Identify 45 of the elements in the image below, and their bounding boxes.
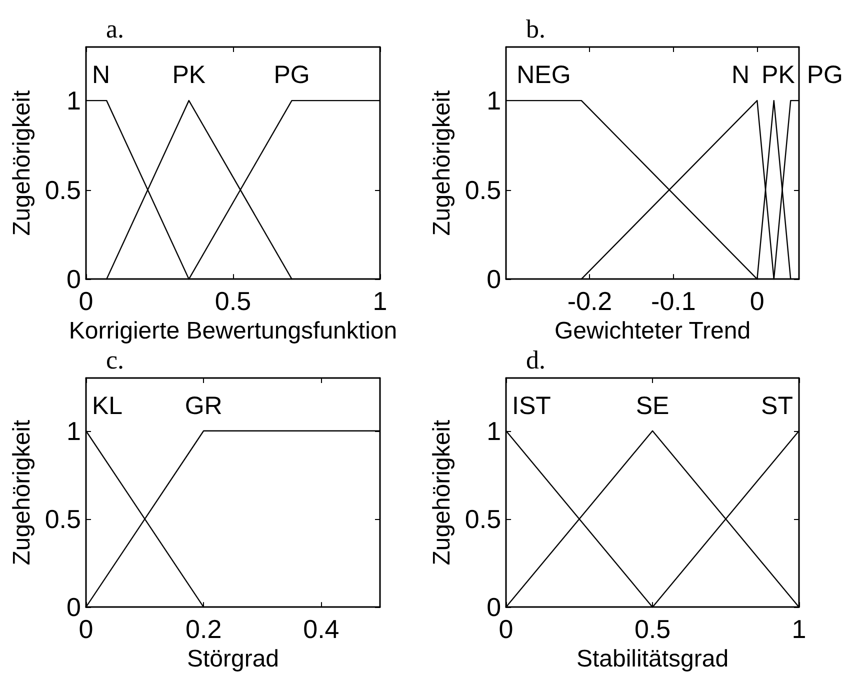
x-tick-label: 0.4: [303, 614, 340, 644]
x-tick-label: 1: [792, 614, 806, 644]
y-tick-label: 0.5: [464, 504, 502, 534]
y-axis-title: Zugehörigkeit: [428, 90, 456, 236]
y-axis-title: Zugehörigkeit: [8, 90, 36, 236]
legend-label: N: [92, 61, 110, 89]
legend-label: ST: [761, 392, 794, 420]
y-tick-label: 1: [486, 416, 502, 446]
series-label: PG: [274, 61, 310, 89]
y-tick-label: 0: [66, 264, 81, 294]
legend-label: SE: [636, 392, 670, 420]
legend-label: NEG: [516, 61, 571, 89]
x-axis-title: Gewichteter Trend: [554, 318, 751, 344]
y-tick-label: 0: [66, 592, 81, 622]
x-tick-label: 0.2: [186, 614, 222, 644]
y-tick-label: 1: [486, 86, 502, 116]
legend-label: N: [731, 61, 750, 89]
x-tick-label: 0: [750, 286, 764, 316]
chart-title: b.: [526, 14, 546, 44]
y-axis-title: Zugehörigkeit: [8, 420, 36, 566]
x-tick-label: -0.2: [567, 286, 612, 316]
chart-title: d.: [526, 346, 546, 374]
y-tick-label: 0: [486, 264, 502, 294]
x-axis-title: Stabilitätsgrad: [576, 646, 729, 672]
chart-title: a.: [106, 14, 124, 44]
y-tick-label: 0.5: [464, 174, 502, 205]
series-label: PG: [806, 61, 843, 89]
legend-label: IST: [512, 392, 551, 420]
x-tick-label: -0.1: [651, 286, 696, 316]
legend-label: KL: [92, 392, 123, 420]
y-axis-title: Zugehörigkeit: [428, 420, 456, 566]
x-tick-label: 1: [372, 286, 388, 316]
chart-title: c.: [106, 346, 124, 374]
y-tick-label: 0.5: [44, 174, 81, 205]
y-tick-label: 1: [66, 86, 81, 116]
x-axis-title: Störgrad: [186, 646, 280, 672]
x-tick-label: 0.5: [634, 614, 671, 644]
y-tick-label: 1: [66, 416, 81, 446]
x-tick-label: 0.5: [214, 286, 252, 316]
y-tick-label: 0.5: [44, 504, 81, 534]
series-label: PK: [762, 61, 796, 89]
series-label: PK: [172, 61, 206, 89]
legend-label: GR: [184, 392, 222, 420]
x-axis-title: Korrigierte Bewertungsfunktion: [68, 318, 398, 344]
y-tick-label: 0: [486, 592, 502, 622]
